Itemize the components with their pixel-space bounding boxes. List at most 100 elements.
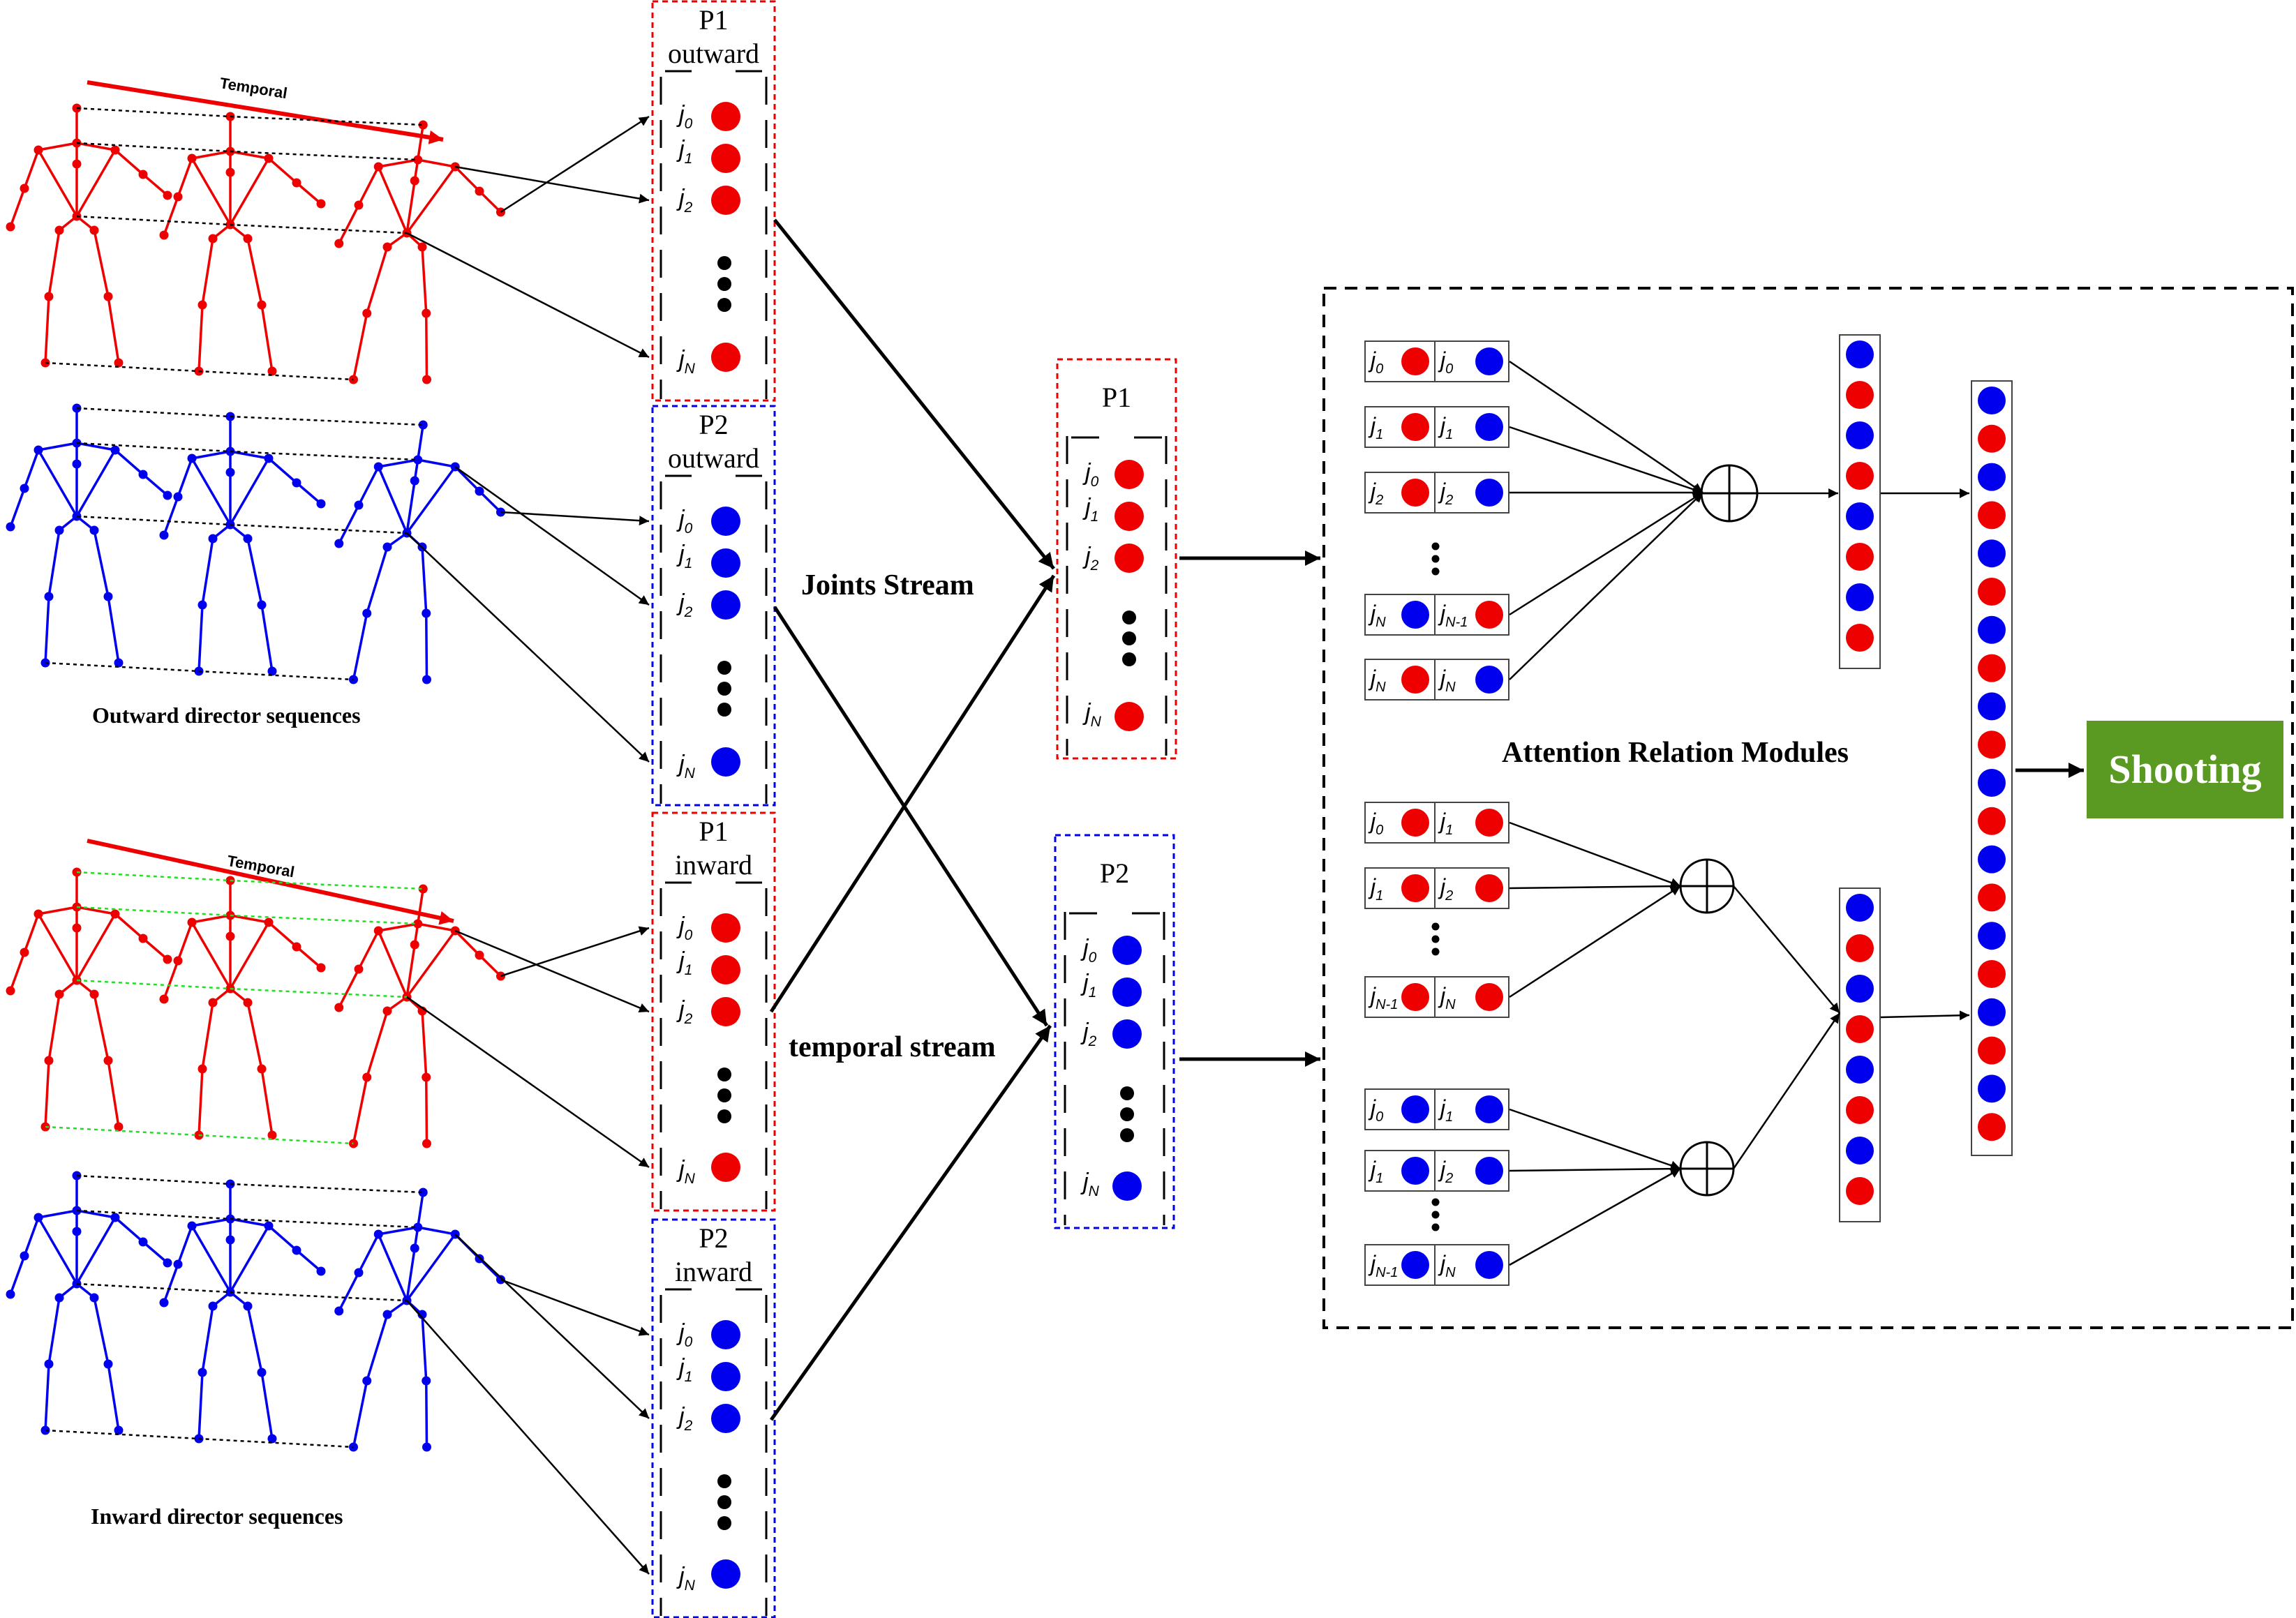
feature-node (1978, 1036, 2006, 1065)
panel-person: P2 (1100, 857, 1129, 889)
joint-node (711, 913, 740, 943)
bone (421, 546, 428, 614)
temporal-guide-line (76, 906, 418, 925)
bone (295, 945, 322, 969)
bone (191, 450, 231, 460)
skeleton-joint (163, 490, 172, 500)
bone (23, 149, 40, 189)
bone (352, 1077, 368, 1144)
skeleton-joint (72, 923, 82, 933)
joint-label: j0 (676, 506, 693, 537)
ellipsis-dot (717, 1088, 731, 1102)
feature-node (1978, 578, 2006, 606)
bone (425, 613, 428, 680)
ellipsis-dot (1122, 652, 1136, 666)
bone (338, 968, 360, 1008)
feature-node (1846, 1015, 1874, 1043)
skeleton-joint (103, 292, 113, 301)
skeleton-joint (334, 1003, 344, 1012)
bone (191, 1225, 232, 1293)
joint-label: j1 (1080, 970, 1096, 1001)
bone (107, 1060, 120, 1128)
bone (191, 922, 232, 989)
skeleton-joint (418, 120, 428, 130)
skeleton-joint (243, 534, 253, 544)
joint-node (1112, 977, 1142, 1007)
joint-node (1112, 1019, 1142, 1049)
joint-node (711, 1362, 740, 1391)
bone (9, 488, 26, 527)
bone (352, 313, 368, 380)
ellipsis-dot (1431, 935, 1440, 943)
flow-arrow (1509, 491, 1704, 616)
skeleton-figure-3 (334, 420, 505, 684)
bone (229, 158, 270, 225)
temporal-guide-line (76, 107, 424, 126)
ellipsis-dot (1431, 567, 1440, 576)
skeleton-joint (114, 1122, 124, 1132)
bone (163, 960, 179, 1000)
bone (378, 458, 419, 468)
skeleton-joint (44, 1359, 54, 1369)
bone (177, 458, 193, 497)
skeleton-joint (187, 153, 197, 163)
skeleton-to-panel-arrows (406, 115, 650, 1575)
skeleton-joint (334, 539, 344, 548)
skeleton-joint (72, 459, 82, 469)
attention-module-p2: j0 j1 j1 j2 jN-1 jN (1364, 885, 1881, 1286)
bone (76, 142, 116, 151)
panel-person: P1 (699, 4, 728, 36)
panel-border (1056, 358, 1177, 760)
feature-node (1978, 387, 2006, 414)
feature-node (1978, 922, 2006, 950)
skeleton-arrow (406, 532, 650, 763)
skeleton-joint (243, 998, 253, 1007)
bone (454, 929, 481, 957)
attention-final-column (1880, 380, 2013, 1156)
skeleton-joint (475, 486, 484, 496)
skeleton-joint (264, 917, 274, 927)
bone (366, 1010, 389, 1078)
flow-arrow (1880, 1010, 1970, 1021)
skeleton-joint (475, 950, 484, 960)
temporal-label-outward: Temporal (218, 74, 288, 102)
skeleton-joint (208, 998, 218, 1007)
feature-node (1846, 381, 1874, 409)
skeleton-joint (54, 525, 64, 535)
bone (267, 921, 298, 948)
bone (38, 1209, 77, 1219)
skeleton-joint (33, 909, 43, 919)
bone (163, 496, 179, 536)
skeleton-figure-3 (334, 1188, 505, 1452)
joint-node (711, 1559, 740, 1589)
attention-title: Attention Relation Modules (1502, 737, 1849, 769)
skeleton-joint (110, 145, 120, 155)
ellipsis-dot (1120, 1086, 1134, 1100)
skeleton-joint (422, 1442, 431, 1452)
skeleton-joint (6, 522, 15, 532)
bone (191, 158, 232, 225)
skeleton-joint (110, 1213, 120, 1222)
skeleton-joint (292, 178, 301, 188)
skeleton-joint (89, 1293, 99, 1303)
inward-sequences-caption: Inward director sequences (91, 1504, 343, 1529)
skeleton-joint (163, 1258, 172, 1268)
bone (230, 450, 269, 460)
flow-arrow (1509, 360, 1704, 494)
bone (246, 1305, 263, 1373)
bone (75, 149, 117, 217)
bone (23, 449, 40, 489)
bone (295, 1249, 322, 1273)
joint-label: j0 (1082, 459, 1099, 490)
feature-node (1978, 960, 2006, 988)
shooting-output-label: Shooting (2108, 747, 2261, 792)
skeleton-arrow (500, 1278, 650, 1336)
bone (338, 204, 360, 244)
flow-arrow (1509, 881, 1681, 892)
skeleton-joint (316, 499, 326, 509)
joint-label: jN (1080, 1169, 1100, 1199)
feature-node (1846, 1177, 1874, 1205)
skeleton-joint (292, 1245, 301, 1255)
ellipsis-dot (1122, 611, 1136, 624)
